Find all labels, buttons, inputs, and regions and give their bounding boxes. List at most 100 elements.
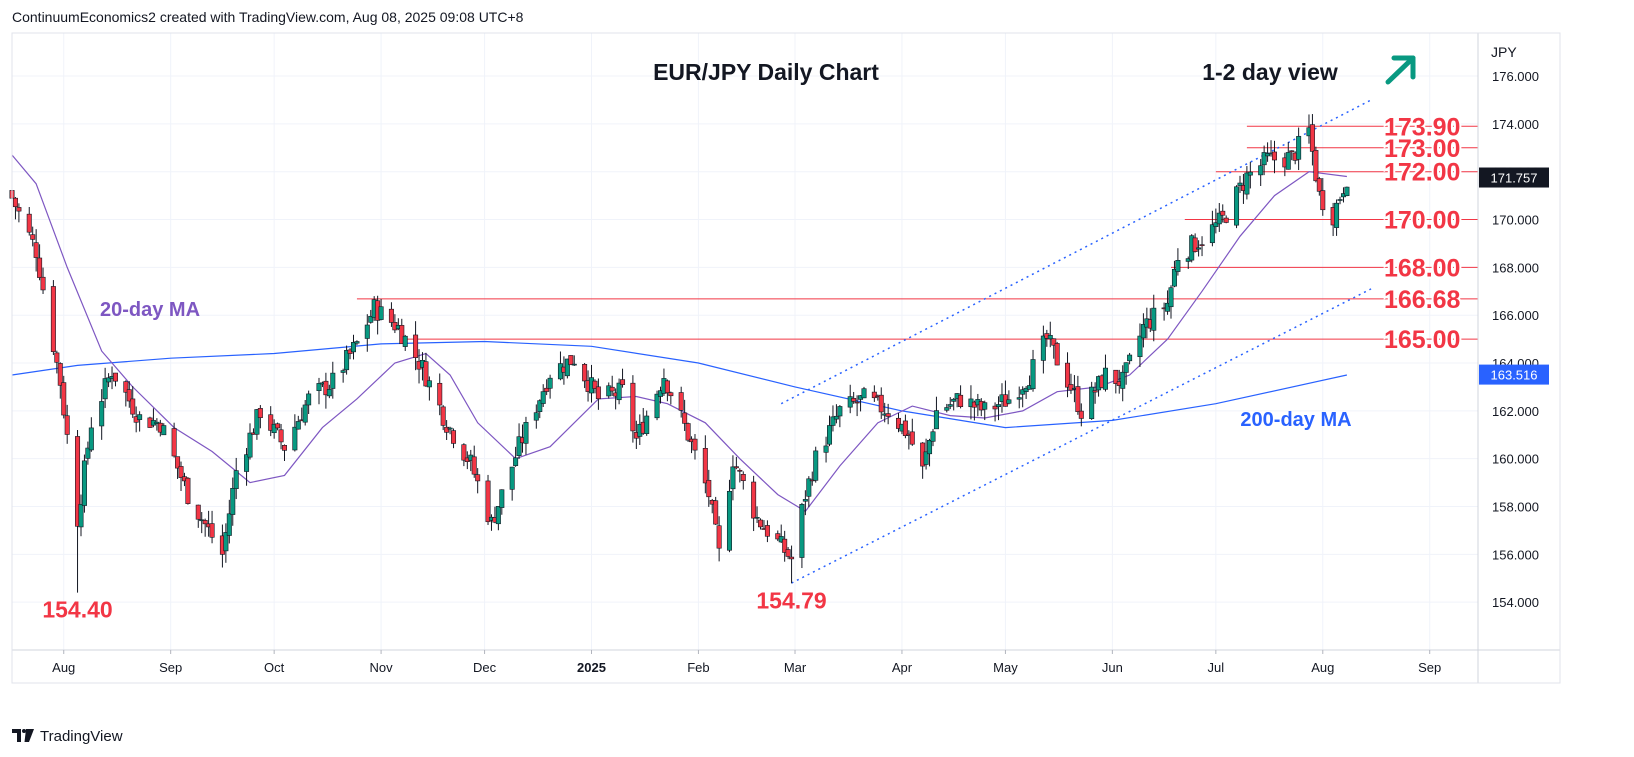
candle-body	[64, 415, 70, 435]
candle-body	[102, 378, 108, 400]
candle-body	[1123, 362, 1129, 373]
candle-body	[426, 380, 432, 388]
candle-body	[471, 456, 477, 475]
candle-body	[837, 406, 843, 417]
candle-body	[668, 392, 674, 397]
candle-body	[982, 402, 988, 410]
candle-body	[26, 213, 32, 233]
candle-body	[923, 451, 929, 465]
candle-body	[1020, 389, 1026, 395]
y-tick-label: 174.000	[1492, 117, 1539, 132]
candle-body	[1344, 186, 1350, 197]
candle-body	[1140, 324, 1146, 339]
candle-body	[12, 197, 18, 208]
candle-body	[537, 400, 543, 413]
candle-body	[833, 415, 839, 420]
level-label: 170.00	[1384, 207, 1460, 235]
tradingview-logo-icon	[12, 729, 34, 742]
candle-body	[595, 386, 601, 400]
candle-body	[282, 445, 288, 451]
candle-body	[1320, 190, 1326, 211]
channel-lower	[791, 288, 1372, 584]
candle-body	[330, 372, 336, 389]
candle-body	[933, 410, 939, 430]
channel-upper	[780, 99, 1372, 405]
candle-body	[123, 381, 129, 393]
candle-body	[1165, 302, 1171, 312]
y-tick-label: 158.000	[1492, 500, 1539, 515]
candle-body	[789, 556, 795, 560]
ma200-badge-text: 163.516	[1491, 368, 1538, 383]
candle-body	[16, 207, 22, 212]
candle-body	[654, 393, 660, 419]
candle-body	[1120, 371, 1126, 389]
annotations: EUR/JPY Daily Chart 1-2 day view JPY 154…	[42, 44, 1517, 623]
candle-body	[533, 412, 539, 421]
candle-body	[106, 377, 112, 383]
candle-body	[1271, 151, 1277, 161]
candle-body	[257, 408, 263, 418]
candle-body	[523, 422, 529, 444]
candle-body	[130, 398, 136, 415]
candle-body	[126, 389, 132, 402]
candle-body	[209, 523, 215, 538]
candle-body	[1265, 153, 1271, 157]
candle-body	[1040, 335, 1046, 361]
candle-body	[1047, 335, 1053, 340]
candle-body	[275, 423, 281, 429]
candle-body	[564, 358, 570, 377]
candle-body	[378, 306, 384, 320]
candle-body	[402, 335, 408, 347]
candle-body	[802, 499, 808, 502]
candle-body	[1089, 386, 1095, 420]
candle-body	[1313, 150, 1319, 182]
candle-body	[278, 429, 284, 443]
candle-body	[1234, 186, 1240, 226]
candle-body	[544, 387, 550, 392]
candle-body	[1334, 202, 1340, 228]
candle-body	[996, 404, 1002, 408]
chart-credit: ContinuumEconomics2 created with Trading…	[12, 9, 524, 25]
candle-body	[733, 466, 739, 469]
footer-brand: TradingView	[40, 727, 123, 745]
candle-body	[1078, 410, 1084, 419]
candle-body	[592, 380, 598, 389]
candle-body	[737, 469, 743, 472]
x-tick-label: 2025	[577, 660, 606, 675]
level-label: 166.68	[1384, 286, 1461, 314]
trend-channel	[780, 99, 1372, 584]
candle-body	[730, 466, 736, 490]
chart-title: EUR/JPY Daily Chart	[653, 59, 879, 85]
candle-body	[1113, 369, 1119, 384]
candle-body	[1285, 152, 1291, 170]
x-tick-label: Oct	[264, 660, 285, 675]
candle-body	[830, 416, 836, 426]
candle-body	[568, 355, 574, 366]
axes: 176.000174.000172.000170.000168.000166.0…	[11, 32, 1561, 684]
candle-body	[350, 342, 356, 353]
y-tick-label: 176.000	[1492, 69, 1539, 84]
candle-body	[295, 421, 301, 430]
x-tick-label: Mar	[784, 660, 807, 675]
candle-body	[692, 438, 698, 451]
chart-frame	[11, 32, 1561, 684]
candle-body	[226, 513, 232, 536]
candle-body	[268, 414, 274, 431]
candle-body	[61, 382, 67, 416]
x-tick-label: Sep	[1418, 660, 1441, 675]
low-label: 154.40	[42, 597, 112, 623]
candle-body	[571, 363, 577, 366]
candle-body	[81, 460, 87, 506]
candle-body	[1171, 268, 1177, 287]
candle-body	[895, 417, 901, 429]
candle-body	[413, 334, 419, 358]
candle-body	[99, 401, 105, 427]
candle-body	[223, 532, 229, 552]
level-label: 165.00	[1384, 326, 1460, 354]
candle-body	[951, 398, 957, 402]
y-tick-label: 170.000	[1492, 213, 1539, 228]
candle-body	[644, 415, 650, 434]
candle-body	[1023, 387, 1029, 392]
